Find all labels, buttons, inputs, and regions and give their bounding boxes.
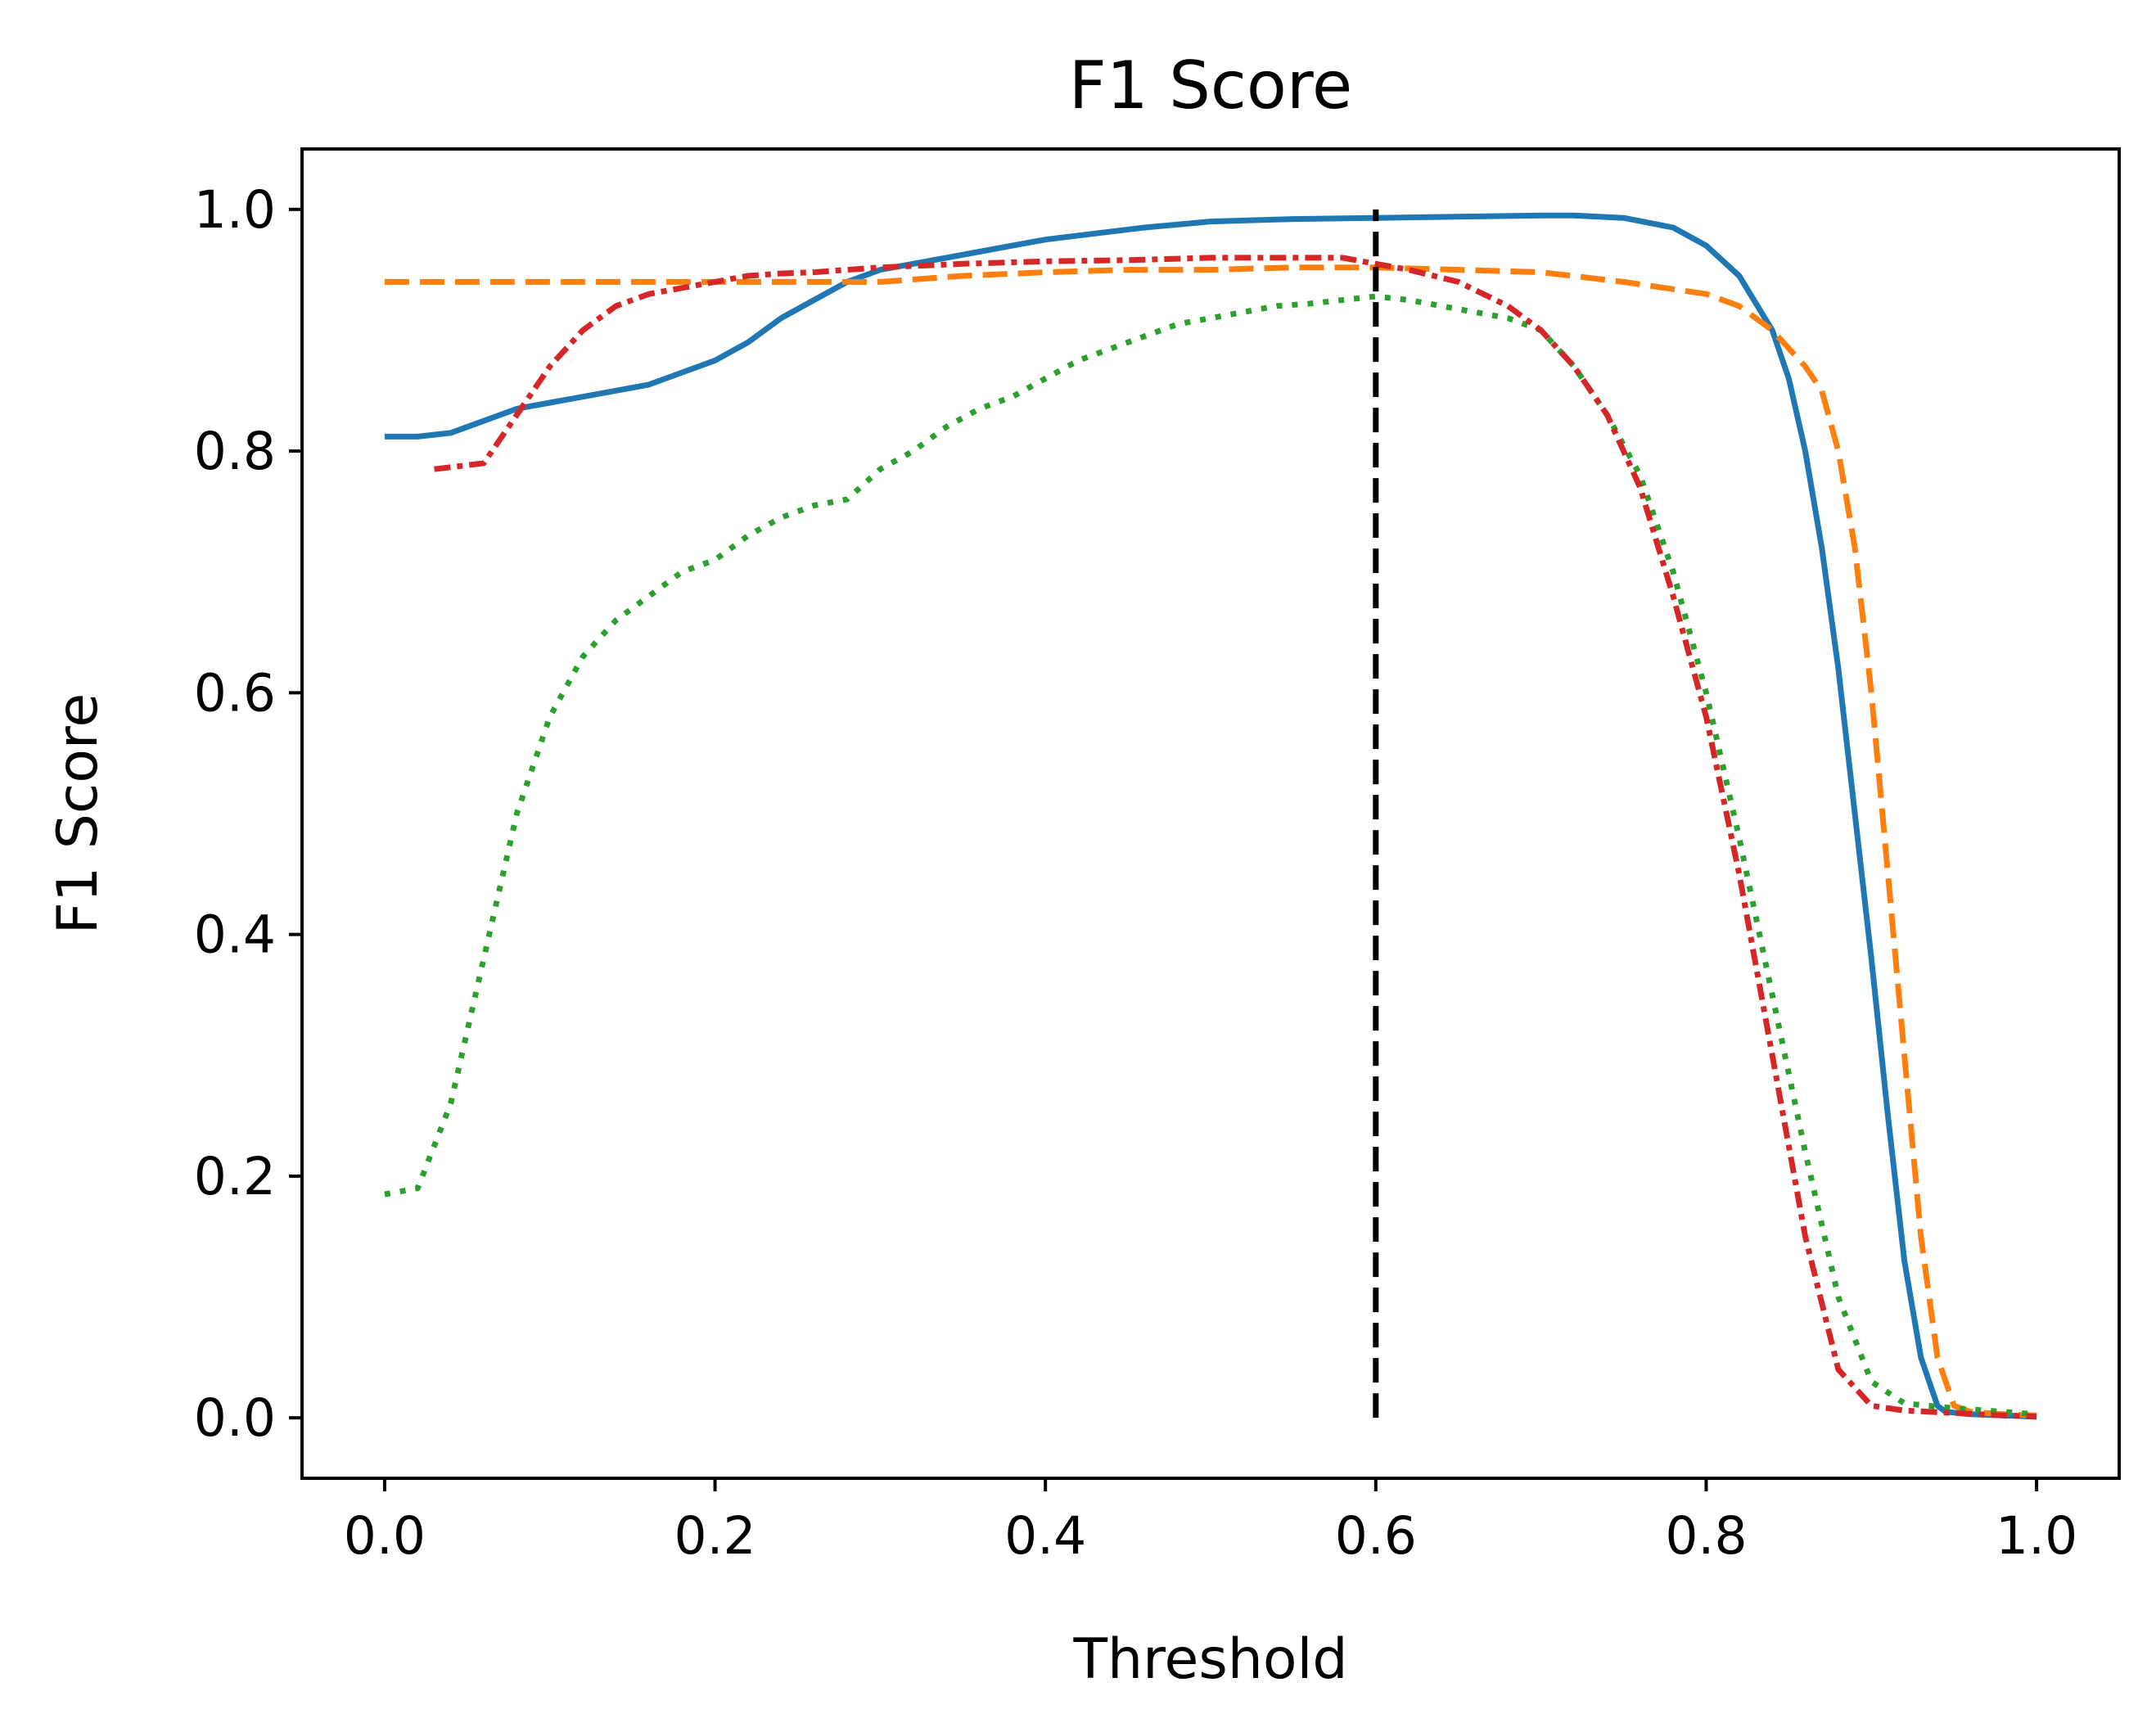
y-axis-ticks: 0.0 0.2 0.4 0.6 0.8 1.0 [194, 180, 302, 1448]
y-tick-label: 0.2 [194, 1147, 276, 1207]
series-line-3 [384, 293, 2037, 1418]
x-tick-label: 0.4 [1004, 1506, 1086, 1566]
series-line-4 [434, 255, 2037, 1420]
y-tick-label: 0.8 [194, 422, 276, 481]
plot-frame [300, 147, 2121, 1480]
y-tick-label: 0.0 [194, 1388, 276, 1448]
x-tick-label: 0.0 [344, 1506, 426, 1566]
series-line-2 [384, 264, 2037, 1419]
y-tick-label: 1.0 [194, 180, 276, 240]
x-tick-label: 0.2 [674, 1506, 756, 1566]
x-tick-label: 0.6 [1335, 1506, 1417, 1566]
x-axis-label: Threshold [1072, 1627, 1347, 1692]
chart-title: F1 Score [1069, 47, 1352, 124]
y-tick-label: 0.4 [194, 905, 276, 965]
x-axis-ticks: 0.0 0.2 0.4 0.6 0.8 1.0 [344, 1478, 2077, 1566]
y-tick-label: 0.6 [194, 663, 276, 723]
series-line-1 [384, 212, 2037, 1420]
x-tick-label: 1.0 [1996, 1506, 2077, 1566]
x-tick-label: 0.8 [1665, 1506, 1747, 1566]
y-axis-label: F1 Score [46, 693, 111, 934]
series-layer [384, 212, 2037, 1420]
